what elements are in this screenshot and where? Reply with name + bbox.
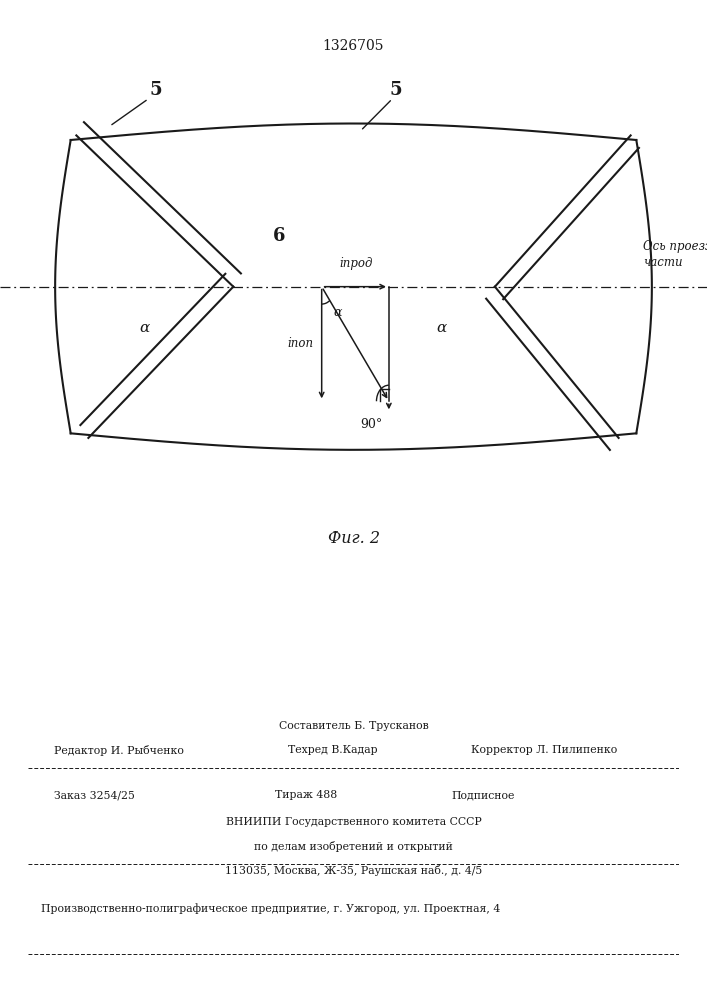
Text: ВНИИПИ Государственного комитета СССР: ВНИИПИ Государственного комитета СССР: [226, 817, 481, 827]
Text: 6: 6: [273, 227, 286, 245]
Text: α: α: [140, 321, 150, 335]
Text: Составитель Б. Трусканов: Составитель Б. Трусканов: [279, 721, 428, 731]
Text: iпоп: iпоп: [287, 337, 313, 350]
Text: 90°: 90°: [360, 418, 382, 431]
Text: Подписное: Подписное: [451, 790, 515, 800]
Text: 113035, Москва, Ж-35, Раушская наб., д. 4/5: 113035, Москва, Ж-35, Раушская наб., д. …: [225, 864, 482, 876]
Text: 1326705: 1326705: [323, 39, 384, 53]
Text: Редактор И. Рыбченко: Редактор И. Рыбченко: [54, 744, 184, 756]
Text: Корректор Л. Пилипенко: Корректор Л. Пилипенко: [471, 745, 617, 755]
Text: Заказ 3254/25: Заказ 3254/25: [54, 790, 135, 800]
Text: Ось проезжей
части: Ось проезжей части: [643, 240, 707, 269]
Text: Техред В.Кадар: Техред В.Кадар: [288, 745, 378, 755]
Text: α: α: [333, 306, 341, 319]
Text: по делам изобретений и открытий: по делам изобретений и открытий: [254, 840, 453, 852]
Text: 5: 5: [390, 81, 402, 99]
Text: α: α: [437, 321, 447, 335]
Text: Производственно-полиграфическое предприятие, г. Ужгород, ул. Проектная, 4: Производственно-полиграфическое предприя…: [41, 904, 501, 914]
Text: iпрод: iпрод: [339, 257, 373, 270]
Text: Тираж 488: Тираж 488: [276, 790, 338, 800]
Text: Фиг. 2: Фиг. 2: [327, 530, 380, 547]
Text: 5: 5: [149, 81, 162, 99]
